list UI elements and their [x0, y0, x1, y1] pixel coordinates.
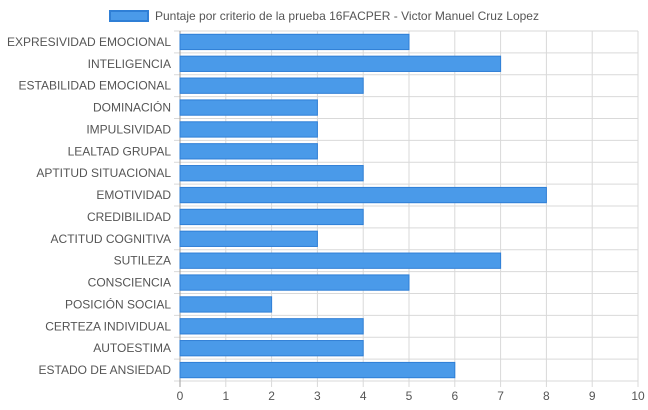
- bar: [179, 340, 364, 357]
- category-label: CREDIBILIDAD: [87, 210, 171, 224]
- bar: [179, 230, 318, 247]
- bar: [179, 274, 410, 291]
- category-label: SUTILEZA: [114, 254, 171, 268]
- chart-legend[interactable]: Puntaje por criterio de la prueba 16FACP…: [0, 7, 648, 25]
- category-label: ESTADO DE ANSIEDAD: [39, 363, 172, 377]
- x-tick-label: 6: [451, 389, 458, 403]
- bar: [179, 318, 364, 335]
- category-label: POSICIÓN SOCIAL: [65, 296, 171, 311]
- category-label: IMPULSIVIDAD: [86, 122, 171, 136]
- x-tick-label: 1: [222, 389, 229, 403]
- legend-swatch: [109, 10, 149, 22]
- category-label: ACTITUD COGNITIVA: [51, 232, 171, 246]
- bar: [179, 186, 547, 204]
- x-tick-label: 9: [589, 389, 596, 403]
- category-label: CONSCIENCIA: [88, 276, 171, 290]
- bar: [179, 33, 410, 51]
- category-label: CERTEZA INDIVIDUAL: [45, 319, 171, 333]
- x-tick-label: 2: [268, 389, 275, 403]
- bar: [179, 77, 364, 94]
- bar: [179, 121, 318, 138]
- x-tick-label: 3: [314, 389, 321, 403]
- category-label: APTITUD SITUACIONAL: [36, 166, 171, 180]
- x-tick-label: 4: [360, 389, 367, 403]
- bar: [179, 143, 318, 160]
- bar: [179, 361, 456, 379]
- x-tick-label: 8: [543, 389, 550, 403]
- bar: [179, 208, 364, 226]
- category-label: ESTABILIDAD EMOCIONAL: [19, 79, 172, 93]
- bar: [179, 99, 318, 116]
- bar: [179, 165, 364, 182]
- x-tick-label: 7: [497, 389, 504, 403]
- category-label: EMOTIVIDAD: [96, 188, 171, 202]
- bar: [179, 55, 502, 72]
- category-label: EXPRESIVIDAD EMOCIONAL: [7, 35, 171, 49]
- bar: [179, 252, 502, 269]
- category-label: DOMINACIÓN: [93, 100, 171, 115]
- x-tick-label: 10: [631, 389, 645, 403]
- x-tick-label: 0: [177, 389, 184, 403]
- category-label: INTELIGENCIA: [88, 57, 171, 71]
- x-tick-label: 5: [406, 389, 413, 403]
- bar: [179, 296, 273, 313]
- category-label: AUTOESTIMA: [93, 341, 171, 355]
- legend-label: Puntaje por criterio de la prueba 16FACP…: [155, 9, 539, 23]
- category-label: LEALTAD GRUPAL: [68, 144, 172, 158]
